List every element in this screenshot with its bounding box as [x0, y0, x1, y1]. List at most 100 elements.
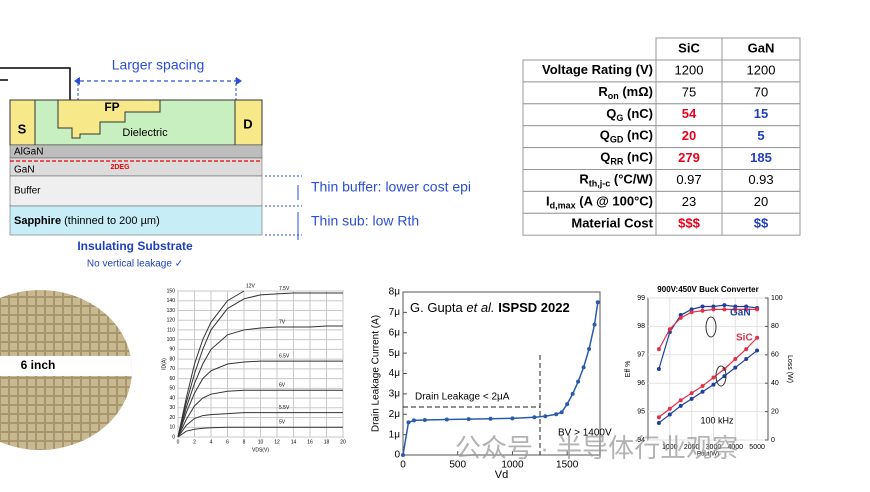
series-marker-ring — [705, 316, 717, 338]
x-tick-label: 5000 — [749, 444, 765, 451]
y-tick-label: 98 — [637, 323, 645, 330]
label-sub: RR — [610, 157, 623, 167]
data-point — [510, 416, 515, 421]
data-point — [755, 307, 760, 312]
series-line — [658, 308, 758, 350]
series-line — [177, 389, 343, 438]
2deg-label: 2DEG — [110, 164, 130, 171]
arrow-head — [74, 77, 80, 85]
label-unit: (mΩ) — [619, 84, 653, 99]
cell-value: 75 — [682, 84, 696, 99]
data-point — [733, 307, 738, 312]
series-label: SiC — [736, 333, 753, 344]
y2-axis-title: Loss (W) — [786, 355, 793, 383]
data-point — [700, 304, 705, 309]
y-tick-label: 5μ — [389, 348, 401, 359]
data-point — [587, 347, 592, 352]
label-main: Q — [606, 106, 616, 121]
sapphire-note: (thinned to 200 µm) — [64, 215, 160, 227]
series-line — [658, 337, 758, 418]
watermark: 公众号 · 半导体行业观察 — [455, 433, 738, 463]
y-tick-label: 3μ — [389, 389, 401, 400]
curve-label: 12V — [246, 283, 256, 289]
y-tick-label: 0 — [394, 450, 400, 461]
label-main: I — [546, 194, 550, 209]
y-axis-title: Drain Leakage Current (A) — [371, 315, 382, 432]
no-leakage-label: No vertical leakage ✓ — [87, 259, 183, 270]
data-point — [733, 357, 738, 362]
y-tick-label: 90 — [169, 347, 175, 353]
label-main: Q — [600, 128, 610, 143]
label-main: R — [598, 84, 608, 99]
y-tick-label: 10 — [169, 425, 175, 431]
cell-value: $$$ — [678, 216, 700, 231]
data-point — [755, 335, 760, 340]
series-line — [177, 412, 343, 438]
data-point — [733, 304, 738, 309]
algan-layer — [9, 144, 263, 159]
drain-label: D — [243, 116, 252, 131]
y-tick-label: 40 — [169, 395, 175, 401]
cell-value: 15 — [754, 106, 768, 121]
label-sub: G — [616, 113, 623, 123]
data-point — [744, 357, 749, 362]
data-point — [700, 308, 705, 313]
data-point — [554, 412, 559, 417]
data-point — [656, 415, 661, 420]
x-tick-label: 3000 — [706, 444, 722, 451]
data-point — [532, 415, 537, 420]
chart-title: G. Gupta et al. ISPSD 2022 — [410, 300, 570, 315]
data-point — [744, 304, 749, 309]
drain — [234, 99, 263, 146]
plot-area — [402, 291, 601, 456]
x-tick-label: 16 — [307, 439, 313, 445]
data-point — [444, 417, 449, 422]
x-tick-label: 0 — [177, 439, 180, 445]
cell-value: 54 — [682, 106, 697, 121]
data-point — [744, 347, 749, 352]
row-label: Material Cost — [571, 216, 653, 231]
x-axis-title: VDS(V) — [252, 447, 269, 453]
row-label: QRR (nC) — [600, 150, 653, 167]
field-plate — [57, 99, 161, 139]
series-line — [177, 292, 343, 438]
y-tick-label: 96 — [637, 380, 645, 387]
dielectric-label: Dielectric — [122, 127, 168, 139]
chart-title: 900V:450V Buck Converter — [657, 285, 758, 294]
y-tick-label: 0 — [172, 434, 175, 440]
substrate-label: Insulating Substrate — [77, 239, 193, 253]
data-point — [711, 375, 716, 380]
data-point — [401, 453, 405, 457]
y-tick-label: 6μ — [389, 327, 401, 338]
data-point — [722, 307, 727, 312]
data-point — [678, 403, 683, 408]
y-tick-label: 110 — [167, 327, 175, 333]
data-point — [595, 300, 600, 305]
annotation: 100 kHz — [700, 415, 734, 425]
y-tick-label: 2μ — [389, 409, 401, 420]
data-point — [744, 307, 749, 312]
data-point — [711, 304, 716, 309]
y2-tick-label: 80 — [771, 323, 779, 330]
source — [9, 99, 36, 146]
data-point — [667, 327, 672, 332]
label-unit: (°C/W) — [610, 172, 653, 187]
arrow-head — [236, 77, 242, 85]
x-axis-title: Vd — [495, 469, 508, 481]
data-point — [576, 379, 581, 384]
gan-label: GaN — [14, 165, 35, 176]
label-sub: th,j-c — [589, 179, 611, 189]
data-point — [733, 365, 738, 370]
data-point — [678, 315, 683, 320]
y2-tick-label: 100 — [771, 295, 783, 302]
label-sub: d,max — [550, 201, 576, 211]
data-point — [711, 307, 716, 312]
y-tick-label: 99 — [637, 295, 645, 302]
row-label: Id,max (A @ 100°C) — [546, 194, 653, 211]
data-point — [700, 384, 705, 389]
title-author: G. Gupta — [410, 300, 464, 315]
y-axis-title: Eff % — [625, 361, 632, 378]
y-tick-label: 140 — [167, 298, 176, 304]
y-tick-label: 150 — [167, 288, 176, 294]
data-point — [755, 348, 760, 353]
